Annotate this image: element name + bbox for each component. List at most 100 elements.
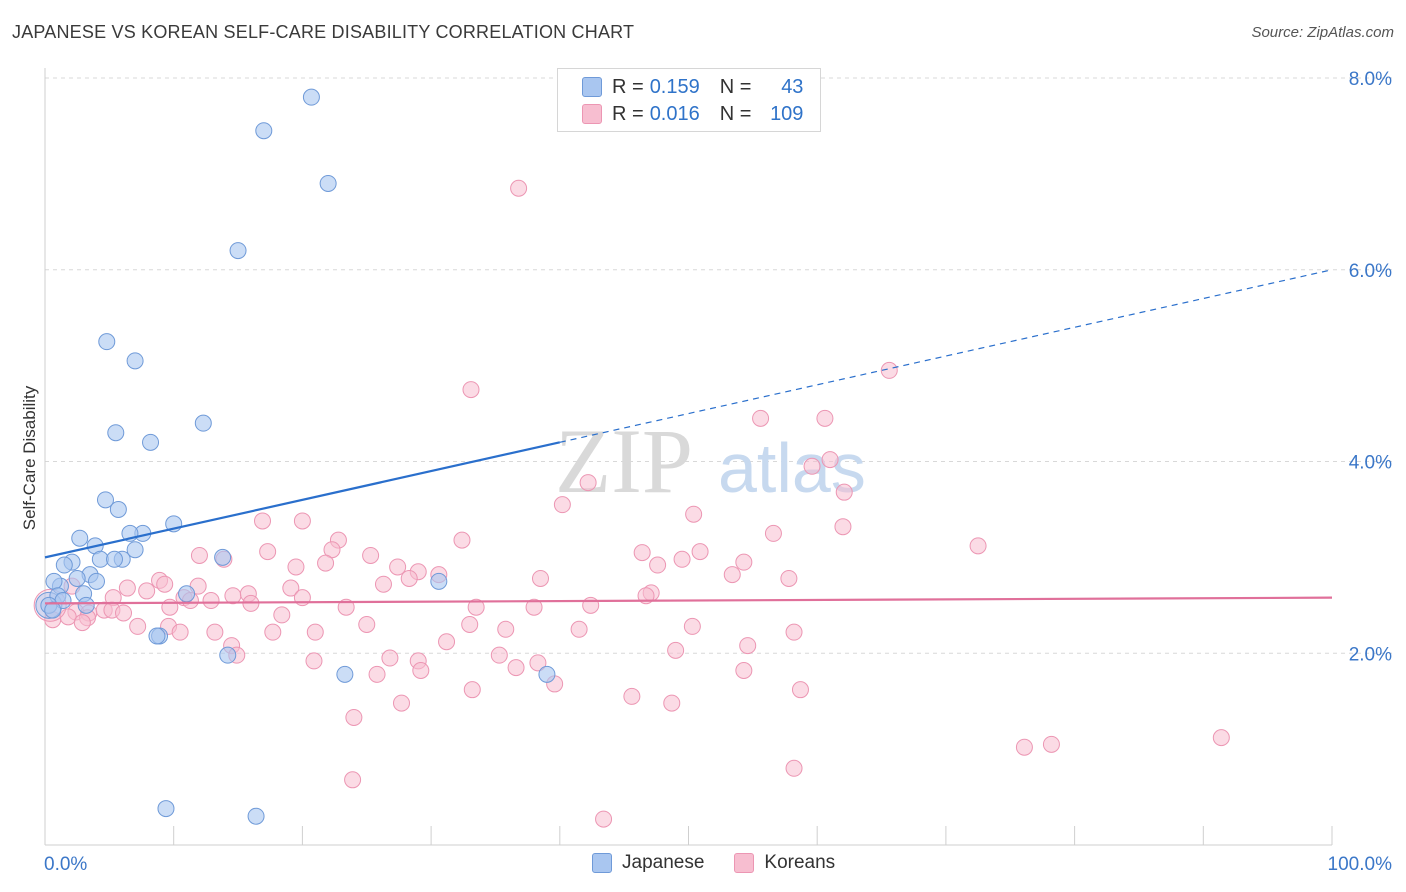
legend-row-korean: R = 0.016 N = 109 xyxy=(582,101,803,127)
korean-point xyxy=(161,598,179,616)
legend-n-value: 109 xyxy=(770,102,804,125)
y-tick-label: 2.0% xyxy=(1349,644,1392,665)
japanese-swatch xyxy=(592,853,612,873)
korean-point xyxy=(358,615,376,633)
korean-point xyxy=(834,518,852,536)
japanese-point xyxy=(96,491,114,509)
korean-point xyxy=(463,681,481,699)
chart-title: JAPANESE VS KOREAN SELF-CARE DISABILITY … xyxy=(12,22,635,42)
legend-n-label: N = xyxy=(719,102,752,125)
series-legend: Japanese Koreans xyxy=(592,852,865,874)
korean-point xyxy=(739,637,757,655)
japanese-point xyxy=(157,800,175,818)
korean-point xyxy=(529,654,547,672)
korean-point xyxy=(317,554,335,572)
korean-point xyxy=(685,505,703,523)
korean-point xyxy=(282,579,300,597)
korean-point xyxy=(582,596,600,614)
korean-point xyxy=(118,579,136,597)
gridlines xyxy=(45,77,1392,654)
korean-point xyxy=(293,512,311,530)
korean-point xyxy=(691,543,709,561)
korean-point xyxy=(438,633,456,651)
japanese-point xyxy=(255,122,273,140)
korean-point xyxy=(206,623,224,641)
japanese-point xyxy=(68,569,86,587)
korean-point xyxy=(490,646,508,664)
korean-swatch xyxy=(582,104,602,124)
korean-point xyxy=(663,694,681,712)
japanese-point xyxy=(109,500,127,518)
legend-r-value: 0.016 xyxy=(649,102,700,125)
legend-n-label: N = xyxy=(719,75,752,98)
korean-point xyxy=(202,592,220,610)
korean-point xyxy=(821,451,839,469)
korean-trendline xyxy=(44,596,1333,605)
korean-point xyxy=(1042,735,1060,753)
y-axis-label: Self-Care Disability xyxy=(20,385,39,531)
korean-point xyxy=(190,546,208,564)
japanese-point xyxy=(194,414,212,432)
tick-labels: 2.0% 4.0% 6.0% 8.0% 0.0% 100.0% xyxy=(44,69,1392,875)
japanese-point xyxy=(77,596,95,614)
japanese-point xyxy=(55,556,73,574)
korean-point xyxy=(764,524,782,542)
japanese-point xyxy=(126,352,144,370)
korean-point xyxy=(264,623,282,641)
korean-point xyxy=(880,361,898,379)
japanese-point xyxy=(247,807,265,825)
legend-item-japanese[interactable]: Japanese xyxy=(592,852,704,874)
japanese-trendline xyxy=(44,441,561,559)
korean-point xyxy=(1212,729,1230,747)
korean-point xyxy=(381,649,399,667)
korean-point xyxy=(254,512,272,530)
japanese-points xyxy=(35,88,556,825)
korean-point xyxy=(735,662,753,680)
japanese-point xyxy=(178,585,196,603)
japanese-point xyxy=(214,548,232,566)
korean-point xyxy=(595,810,613,828)
legend-item-koreans[interactable]: Koreans xyxy=(734,852,835,874)
korean-point xyxy=(389,558,407,576)
korean-point xyxy=(785,759,803,777)
korean-point xyxy=(412,662,430,680)
korean-point xyxy=(667,641,685,659)
legend-row-japanese: R = 0.159 N = 43 xyxy=(582,74,803,100)
korean-point xyxy=(510,179,528,197)
korean-point xyxy=(337,598,355,616)
japanese-point xyxy=(229,242,247,260)
japanese-point xyxy=(71,529,89,547)
y-tick-label: 4.0% xyxy=(1349,453,1392,474)
legend-box: R = 0.159 N = 43 R = 0.016 N = 109 xyxy=(557,68,821,132)
korean-point xyxy=(570,620,588,638)
korean-point xyxy=(467,598,485,616)
korean-point xyxy=(129,617,147,635)
korean-point xyxy=(579,474,597,492)
korean-point xyxy=(362,546,380,564)
japanese-point xyxy=(538,665,556,683)
korean-point xyxy=(1015,738,1033,756)
y-tick-label: 8.0% xyxy=(1349,69,1392,90)
japanese-point xyxy=(126,541,144,559)
korean-point xyxy=(400,569,418,587)
korean-point xyxy=(553,496,571,514)
korean-point xyxy=(461,615,479,633)
korean-point xyxy=(735,553,753,571)
korean-point xyxy=(453,531,471,549)
axes xyxy=(44,68,1333,846)
legend-r-label: R = xyxy=(612,75,644,98)
korean-point xyxy=(525,598,543,616)
trendlines xyxy=(44,269,1333,605)
japanese-point xyxy=(148,627,166,645)
korean-point xyxy=(649,556,667,574)
korean-point xyxy=(273,606,291,624)
korean-point xyxy=(497,620,515,638)
korean-point xyxy=(368,665,386,683)
korean-point xyxy=(287,558,305,576)
korean-point xyxy=(531,569,549,587)
japanese-point xyxy=(87,572,105,590)
japanese-swatch xyxy=(582,77,602,97)
japanese-point xyxy=(98,333,116,351)
japanese-point xyxy=(336,665,354,683)
korean-point xyxy=(683,617,701,635)
